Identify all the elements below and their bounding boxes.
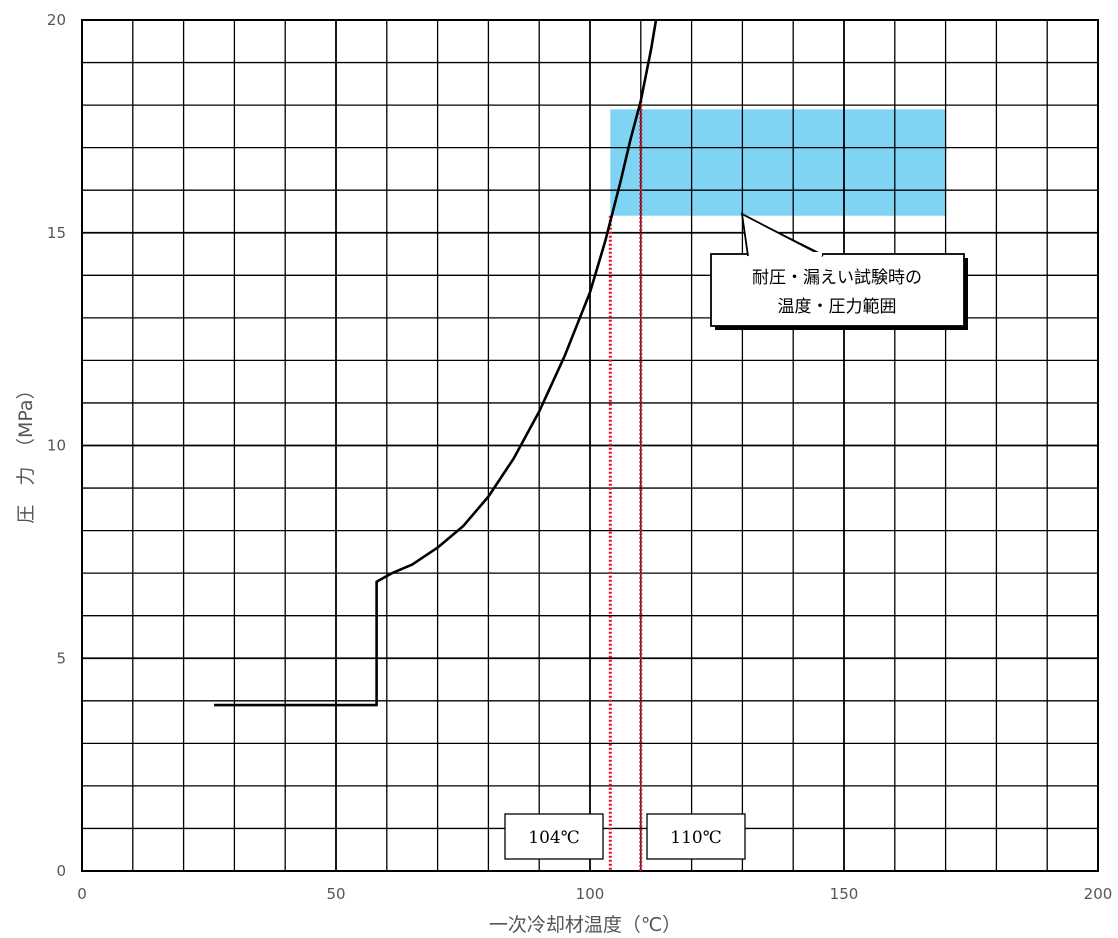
x-tick-label: 100 [576, 885, 605, 903]
major-grid [82, 20, 1098, 871]
y-tick-label: 5 [56, 649, 66, 667]
saturation-curve [214, 19, 658, 707]
plot-border [81, 19, 1099, 872]
x-tick-labels: 0 50 100 150 200 [77, 885, 1112, 903]
x-tick-label: 0 [77, 885, 87, 903]
y-tick-label: 10 [47, 437, 66, 455]
callout-line-1: 耐圧・漏えい試験時の [752, 268, 922, 288]
x-axis-label: 一次冷却材温度（℃） [489, 914, 681, 936]
callout: 耐圧・漏えい試験時の 温度・圧力範囲 [710, 212, 968, 330]
y-tick-label: 0 [56, 862, 66, 880]
callout-line-2: 温度・圧力範囲 [778, 297, 897, 317]
y-tick-label: 20 [47, 11, 66, 29]
x-tick-label: 150 [830, 885, 859, 903]
label-box-104: 104℃ [504, 813, 604, 860]
x-tick-label: 50 [326, 885, 345, 903]
reference-lines [608, 100, 643, 871]
label-box-110: 110℃ [646, 813, 746, 860]
y-axis-label: 圧 力 （MPa） [15, 380, 37, 523]
label-110-text: 110℃ [670, 828, 721, 848]
region-rect [610, 109, 946, 216]
x-tick-label: 200 [1084, 885, 1113, 903]
label-104-text: 104℃ [528, 828, 579, 848]
y-tick-label: 15 [47, 224, 66, 242]
y-tick-labels: 0 5 10 15 20 [47, 11, 66, 880]
